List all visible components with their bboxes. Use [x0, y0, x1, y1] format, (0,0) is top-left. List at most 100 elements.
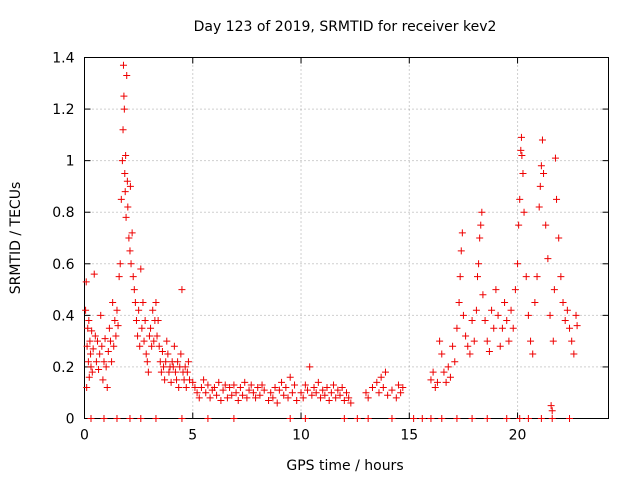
- x-tick-label: 0: [80, 428, 89, 444]
- data-point: [204, 381, 212, 389]
- data-point: [163, 337, 171, 345]
- data-point: [505, 337, 513, 345]
- data-point: [438, 350, 446, 358]
- data-point: [388, 386, 396, 394]
- data-point: [171, 368, 179, 376]
- data-point: [297, 389, 305, 397]
- data-point: [503, 415, 511, 422]
- data-point: [105, 324, 113, 332]
- data-point: [164, 350, 172, 358]
- data-point: [479, 291, 487, 299]
- data-point: [189, 378, 197, 386]
- data-point: [364, 394, 372, 402]
- x-axis-label: GPS time / hours: [286, 458, 403, 474]
- data-point: [312, 389, 320, 397]
- data-point: [157, 368, 165, 376]
- data-point: [223, 394, 231, 402]
- data-point: [323, 384, 331, 392]
- data-point: [193, 389, 201, 397]
- data-point: [550, 286, 558, 294]
- data-point: [123, 177, 131, 185]
- data-point: [458, 229, 466, 237]
- data-point: [568, 337, 576, 345]
- data-point: [457, 247, 465, 255]
- data-point: [306, 363, 314, 371]
- data-point: [379, 384, 387, 392]
- data-point: [141, 317, 149, 325]
- data-point: [453, 324, 461, 332]
- data-point: [462, 332, 470, 340]
- data-point: [538, 136, 546, 144]
- data-point: [438, 415, 446, 422]
- data-point: [174, 358, 182, 366]
- data-point: [293, 396, 301, 404]
- x-tick-label: 5: [188, 428, 197, 444]
- data-point: [536, 182, 544, 190]
- data-point: [501, 298, 509, 306]
- data-point: [249, 389, 257, 397]
- data-point: [97, 311, 105, 319]
- data-point: [129, 273, 137, 281]
- data-point: [160, 363, 168, 371]
- data-point: [243, 394, 251, 402]
- data-point: [427, 415, 435, 422]
- data-point: [83, 384, 91, 392]
- data-point: [537, 162, 545, 170]
- data-point: [128, 229, 136, 237]
- data-point: [120, 105, 128, 113]
- data-point: [152, 298, 160, 306]
- data-point: [119, 61, 127, 69]
- data-point: [548, 407, 556, 415]
- data-point: [140, 337, 148, 345]
- data-point: [509, 324, 517, 332]
- data-point: [182, 384, 190, 392]
- data-point: [517, 146, 525, 154]
- data-point: [397, 389, 405, 397]
- data-point: [451, 358, 459, 366]
- data-point: [468, 317, 476, 325]
- data-point: [271, 384, 279, 392]
- data-point: [86, 337, 94, 345]
- data-point: [494, 311, 502, 319]
- data-point: [427, 376, 435, 384]
- data-point: [113, 415, 121, 422]
- data-point: [310, 384, 318, 392]
- data-point: [338, 384, 346, 392]
- data-point: [334, 386, 342, 394]
- data-point: [110, 342, 118, 350]
- data-point: [116, 260, 124, 268]
- data-point: [121, 188, 129, 196]
- data-point: [284, 394, 292, 402]
- data-point: [431, 384, 439, 392]
- data-point: [282, 384, 290, 392]
- data-point: [511, 286, 519, 294]
- data-point: [165, 368, 173, 376]
- y-tick-label: 0.4: [52, 308, 74, 324]
- data-point: [142, 350, 150, 358]
- data-point: [547, 402, 555, 410]
- data-point: [87, 415, 95, 422]
- data-point: [197, 384, 205, 392]
- data-point: [470, 337, 478, 345]
- data-point: [191, 384, 199, 392]
- data-point: [154, 317, 162, 325]
- data-point: [286, 415, 294, 422]
- data-point: [517, 133, 525, 141]
- data-point: [131, 298, 139, 306]
- data-point: [392, 394, 400, 402]
- data-point: [117, 195, 125, 203]
- data-point: [330, 381, 338, 389]
- data-point: [278, 378, 286, 386]
- data-point: [114, 322, 122, 330]
- data-point: [183, 368, 191, 376]
- data-point: [127, 260, 135, 268]
- data-point: [84, 324, 92, 332]
- data-point: [488, 306, 496, 314]
- y-tick-label: 0: [66, 412, 75, 428]
- data-point: [122, 151, 130, 159]
- data-point: [476, 234, 484, 242]
- data-point: [288, 389, 296, 397]
- data-point: [524, 415, 532, 422]
- data-point: [301, 381, 309, 389]
